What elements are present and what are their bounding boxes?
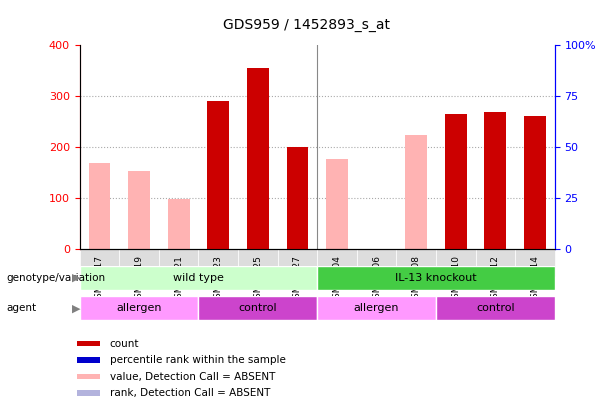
Bar — [77, 374, 100, 379]
Bar — [357, 249, 397, 276]
Bar — [484, 112, 506, 249]
Text: allergen: allergen — [354, 303, 399, 313]
Bar — [80, 249, 120, 276]
Text: IL-13 knockout: IL-13 knockout — [395, 273, 477, 283]
Bar — [318, 296, 436, 320]
Bar — [207, 101, 229, 249]
Text: count: count — [110, 339, 139, 349]
Bar — [397, 249, 436, 276]
Text: ▶: ▶ — [72, 303, 81, 313]
Text: ▶: ▶ — [72, 273, 81, 283]
Bar — [80, 266, 318, 290]
Text: wild type: wild type — [173, 273, 224, 283]
Text: percentile rank within the sample: percentile rank within the sample — [110, 355, 286, 365]
Bar — [318, 249, 357, 276]
Bar — [515, 249, 555, 276]
Bar — [77, 358, 100, 362]
Bar — [89, 163, 110, 249]
Bar — [286, 147, 308, 249]
Text: GDS959 / 1452893_s_at: GDS959 / 1452893_s_at — [223, 18, 390, 32]
Bar — [80, 296, 199, 320]
Bar — [326, 159, 348, 249]
Bar — [168, 200, 189, 249]
Bar — [120, 249, 159, 276]
Bar — [247, 68, 268, 249]
Bar — [159, 249, 199, 276]
Bar — [77, 341, 100, 346]
Bar — [445, 113, 466, 249]
Bar — [405, 135, 427, 249]
Bar — [476, 249, 515, 276]
Bar — [199, 249, 238, 276]
Bar — [436, 249, 476, 276]
Bar — [77, 390, 100, 396]
Text: genotype/variation: genotype/variation — [6, 273, 105, 283]
Text: control: control — [238, 303, 277, 313]
Bar — [199, 296, 318, 320]
Bar — [436, 296, 555, 320]
Bar — [128, 171, 150, 249]
Bar — [238, 249, 278, 276]
Text: value, Detection Call = ABSENT: value, Detection Call = ABSENT — [110, 371, 275, 382]
Bar — [278, 249, 318, 276]
Text: control: control — [476, 303, 515, 313]
Text: allergen: allergen — [116, 303, 162, 313]
Text: agent: agent — [6, 303, 36, 313]
Bar — [318, 266, 555, 290]
Bar — [524, 116, 546, 249]
Text: rank, Detection Call = ABSENT: rank, Detection Call = ABSENT — [110, 388, 270, 398]
